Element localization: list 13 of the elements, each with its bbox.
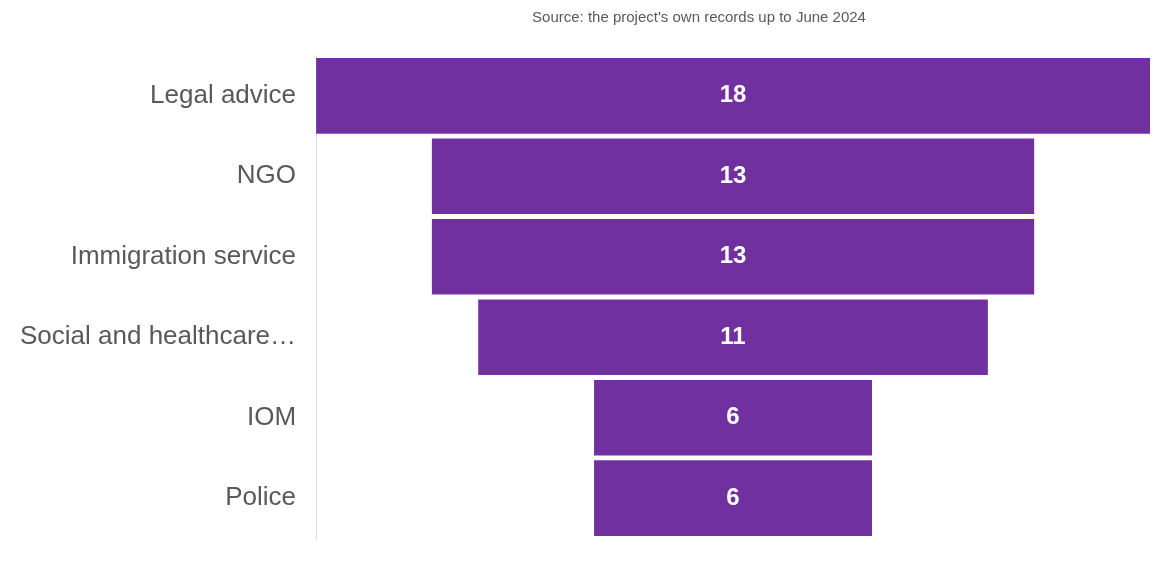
data-label: 18 <box>719 80 747 108</box>
category-label: NGO <box>236 159 297 190</box>
category-label: Social and healthcare… <box>20 320 297 351</box>
category-label: IOM <box>246 400 297 431</box>
data-label: 6 <box>726 402 740 430</box>
text: Source: the project's own records up to June 2024 <box>531 8 867 27</box>
data-label: 13 <box>719 160 747 188</box>
data-label: 13 <box>719 241 747 269</box>
category-label: Police <box>225 481 297 512</box>
data-label: 6 <box>726 482 740 510</box>
data-label: 11 <box>720 321 746 349</box>
category-label: Legal advice <box>150 79 297 110</box>
category-label: Immigration service <box>70 239 297 270</box>
